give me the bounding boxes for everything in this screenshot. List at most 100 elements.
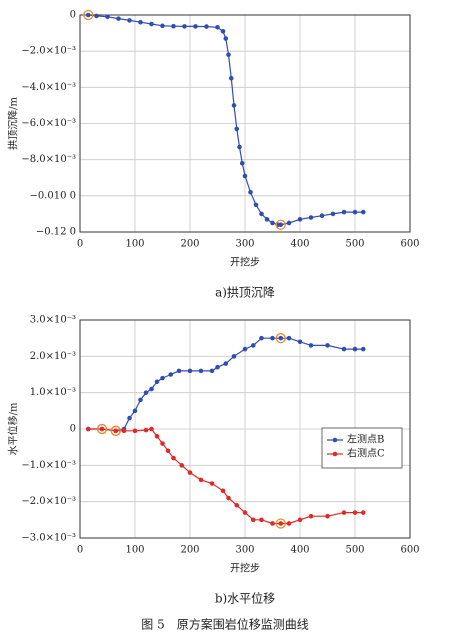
legend-swatch-marker [332, 437, 338, 443]
y-tick-label: −0.010 0 [29, 190, 76, 201]
data-point [325, 343, 330, 348]
y-tick-label: −4.0×10⁻³ [21, 82, 76, 93]
data-point [215, 24, 220, 30]
data-point [105, 14, 110, 20]
data-point [165, 448, 171, 454]
data-point [297, 217, 303, 222]
data-point [138, 19, 143, 25]
y-axis-label: 拱顶沉降/m [7, 97, 20, 150]
data-point [223, 36, 229, 41]
data-point [308, 343, 314, 348]
data-point [325, 513, 330, 519]
y-tick-label: −2.0×10⁻³ [21, 496, 76, 507]
data-point [341, 346, 347, 352]
data-point [220, 28, 226, 34]
highlight-marker [275, 219, 286, 230]
data-point [259, 335, 264, 341]
data-point [352, 510, 358, 515]
data-point [286, 220, 292, 226]
data-point [160, 23, 165, 29]
y-tick-label: 2.0×10⁻³ [30, 351, 76, 362]
x-tick-label: 300 [235, 545, 254, 556]
legend-label: 右测点C [347, 447, 385, 460]
data-point [226, 52, 231, 58]
x-tick-label: 200 [180, 239, 199, 250]
data-point [270, 521, 275, 526]
highlight-marker [275, 518, 286, 529]
data-point [198, 368, 204, 374]
x-tick-label: 400 [290, 239, 309, 250]
data-point [215, 364, 220, 370]
data-point [308, 215, 314, 220]
data-point [85, 12, 91, 18]
data-point [319, 213, 325, 219]
data-point [253, 202, 259, 208]
highlight-marker [110, 425, 121, 436]
data-point [234, 126, 240, 132]
data-point [264, 217, 270, 222]
data-point [259, 211, 264, 217]
x-axis-label: 开挖步 [230, 562, 260, 575]
x-tick-label: 100 [125, 239, 144, 250]
x-tick-label: 100 [125, 545, 144, 556]
data-point [132, 408, 138, 414]
data-point [234, 503, 240, 508]
data-point [278, 335, 284, 341]
chart-title: a)拱顶沉降 [215, 286, 275, 300]
data-point [116, 16, 121, 21]
data-point [132, 428, 138, 434]
data-point [160, 375, 165, 381]
data-point [250, 517, 256, 523]
data-point [94, 13, 99, 19]
series-line [88, 14, 364, 226]
data-point [270, 335, 275, 341]
data-point [209, 481, 215, 486]
y-tick-label: −0.12 0 [36, 227, 76, 238]
data-point [286, 335, 292, 341]
data-point [297, 517, 303, 523]
y-axis-label: 水平位移/m [7, 402, 20, 455]
y-tick-label: −8.0×10⁻³ [21, 154, 76, 165]
data-point [250, 343, 256, 348]
data-point [127, 18, 132, 23]
data-point [360, 510, 366, 515]
data-point [270, 220, 275, 226]
data-point [143, 427, 149, 433]
x-tick-label: 600 [400, 545, 419, 556]
data-point [231, 354, 237, 359]
data-point [149, 426, 154, 432]
data-point [121, 428, 127, 434]
x-tick-label: 0 [77, 545, 83, 556]
data-point [193, 24, 198, 29]
x-tick-label: 600 [400, 239, 419, 250]
data-point [308, 513, 314, 519]
y-tick-label: −3.0×10⁻³ [21, 533, 76, 544]
data-point [341, 209, 347, 215]
highlight-marker [96, 423, 108, 435]
data-point [160, 441, 165, 446]
data-point [154, 433, 160, 439]
data-point [143, 390, 149, 395]
data-point [182, 24, 187, 29]
data-point [198, 477, 204, 483]
data-point [286, 521, 292, 526]
data-point [242, 510, 248, 515]
legend-label: 左测点B [347, 433, 384, 446]
x-tick-label: 200 [180, 545, 199, 556]
data-point [176, 368, 182, 374]
x-tick-label: 0 [77, 239, 83, 250]
data-point [223, 361, 229, 366]
x-tick-label: 500 [345, 239, 364, 250]
data-point [204, 24, 209, 29]
data-point [330, 211, 336, 217]
y-tick-label: −6.0×10⁻³ [21, 118, 76, 129]
highlight-marker [275, 333, 286, 344]
data-point [352, 209, 358, 215]
data-point [239, 160, 245, 166]
data-point [220, 488, 226, 494]
data-point [209, 368, 215, 374]
data-point [113, 428, 119, 434]
data-point [138, 397, 143, 403]
data-point [242, 346, 248, 352]
